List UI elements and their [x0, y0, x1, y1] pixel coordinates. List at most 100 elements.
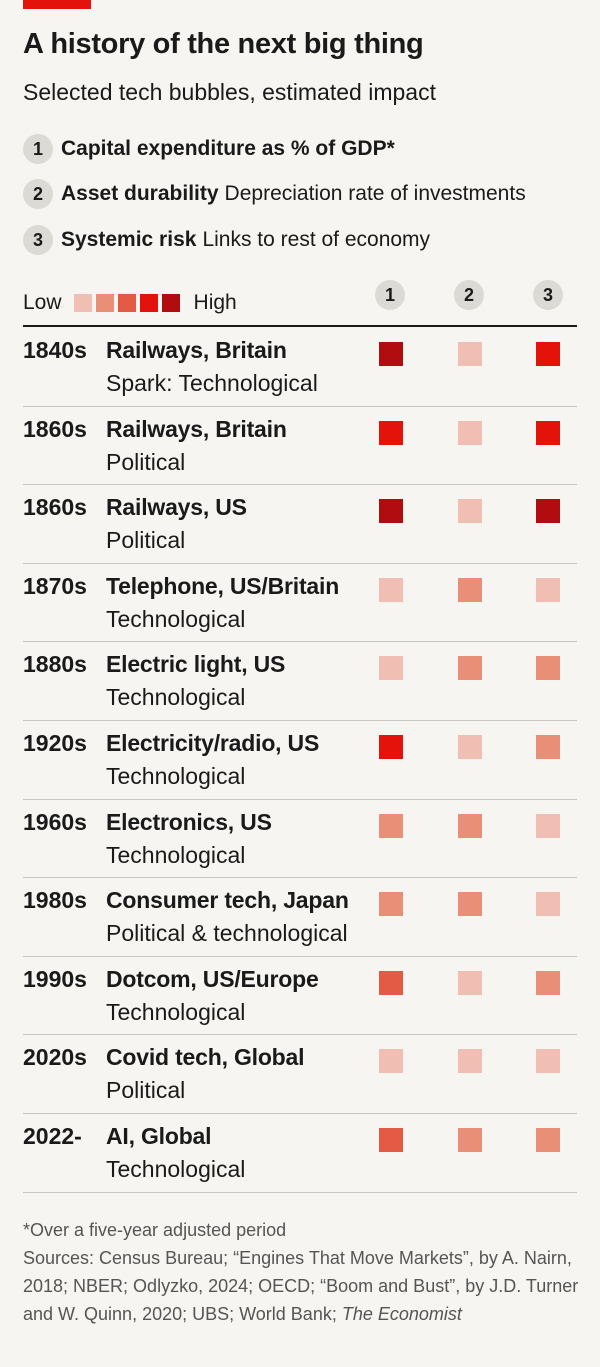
impact-cell-3 [536, 420, 560, 445]
row-divider [23, 877, 577, 879]
table-row: 2020s Covid tech, Global Political [23, 1035, 577, 1114]
row-spark: Technological [106, 684, 246, 711]
scale-swatch-2 [95, 294, 114, 312]
key-label-2: Asset durability [61, 182, 219, 205]
key-item-3: 3 Systemic risk Links to rest of economy [23, 225, 430, 255]
impact-cell-2 [458, 420, 482, 445]
impact-cell-2 [458, 1049, 482, 1074]
impact-cell-3 [536, 577, 560, 602]
row-spark: Technological [106, 1156, 246, 1182]
row-spark: Technological [106, 998, 246, 1025]
row-name: Electricity/radio, US [106, 730, 320, 756]
table-row: 1840s Railways, Britain Spark: Technologic… [23, 328, 577, 407]
footnote: *Over a five-year adjusted period Source… [23, 1216, 583, 1328]
impact-cell-1 [379, 342, 403, 366]
row-divider [23, 798, 577, 800]
impact-cell-3 [536, 892, 560, 917]
key-number-2: 2 [23, 179, 53, 209]
row-year: 1870s [23, 572, 87, 599]
row-year: 1840s [23, 337, 87, 363]
row-spark: Political [106, 448, 186, 475]
row-year: 1980s [23, 887, 87, 914]
impact-cell-1 [379, 735, 403, 759]
footnote-sources: Sources: Census Bureau; “Engines That Mo… [23, 1244, 583, 1328]
scale-low-label: Low [23, 291, 62, 314]
impact-cell-2 [458, 342, 482, 366]
scale-high-label: High [193, 291, 237, 314]
row-year: 2022- [23, 1123, 82, 1149]
column-header-2: 2 [454, 280, 484, 310]
row-year: 1920s [23, 730, 87, 756]
row-year: 1990s [23, 965, 87, 992]
row-spark: Spark: Technological [106, 370, 318, 396]
row-divider [23, 405, 577, 407]
row-divider [23, 562, 577, 564]
scale-swatch-4 [139, 294, 158, 312]
footnote-note: *Over a five-year adjusted period [23, 1220, 287, 1240]
scale-swatch-1 [73, 294, 92, 312]
impact-cell-2 [458, 499, 482, 524]
chart-subtitle: Selected tech bubbles, estimated impact [23, 79, 436, 105]
row-name: Electronics, US [106, 808, 272, 835]
impact-cell-3 [536, 656, 560, 681]
impact-cell-2 [458, 735, 482, 759]
impact-cell-3 [536, 813, 560, 838]
impact-cell-1 [379, 813, 403, 838]
scale-swatch-3 [117, 294, 136, 312]
impact-cell-2 [458, 813, 482, 838]
impact-cell-1 [379, 420, 403, 445]
row-spark: Political & technological [106, 920, 348, 947]
impact-cell-3 [536, 1049, 560, 1074]
impact-cell-3 [536, 342, 560, 366]
impact-cell-2 [458, 1128, 482, 1152]
impact-cell-2 [458, 892, 482, 917]
row-spark: Technological [106, 841, 246, 868]
row-name: Consumer tech, Japan [106, 887, 349, 914]
row-year: 2020s [23, 1044, 87, 1071]
row-spark: Technological [106, 605, 246, 632]
row-name: Railways, Britain [106, 415, 287, 442]
impact-cell-1 [379, 970, 403, 995]
row-name: Railways, Britain [106, 337, 287, 363]
row-divider [23, 641, 577, 643]
impact-cell-3 [536, 499, 560, 524]
impact-cell-1 [379, 499, 403, 524]
table-row: 2022- AI, Global Technological [23, 1114, 577, 1193]
impact-cell-2 [458, 970, 482, 995]
key-desc-2: Depreciation rate of investments [224, 182, 526, 205]
column-header-3: 3 [533, 280, 563, 310]
impact-cell-1 [379, 656, 403, 681]
table-row: 1860s Railways, Britain Political [23, 407, 577, 486]
key-label-1: Capital expenditure as % of GDP* [61, 137, 395, 160]
color-scale-legend: Low High [23, 290, 237, 316]
row-divider [23, 1112, 577, 1114]
impact-cell-3 [536, 970, 560, 995]
impact-cell-3 [536, 735, 560, 759]
brand-red-bar [23, 0, 91, 9]
table-row: 1980s Consumer tech, Japan Political & tec… [23, 878, 577, 957]
scale-swatch-5 [161, 294, 180, 312]
key-item-2: 2 Asset durability Depreciation rate of … [23, 179, 526, 209]
impact-cell-1 [379, 1049, 403, 1074]
row-name: Dotcom, US/Europe [106, 965, 319, 992]
scale-swatches [73, 294, 184, 312]
row-name: Railways, US [106, 494, 247, 521]
row-year: 1960s [23, 808, 87, 835]
row-divider [23, 719, 577, 721]
row-year: 1880s [23, 651, 87, 678]
table-row: 1990s Dotcom, US/Europe Technological [23, 957, 577, 1036]
sources-text: Sources: Census Bureau; “Engines That Mo… [23, 1248, 579, 1324]
sources-italic: The Economist [341, 1304, 462, 1324]
row-year: 1860s [23, 415, 87, 442]
header-rule [23, 325, 577, 327]
impact-cell-1 [379, 577, 403, 602]
column-header-1: 1 [375, 280, 405, 310]
row-name: Electric light, US [106, 651, 286, 678]
table-row: 1920s Electricity/radio, US Technological [23, 721, 577, 800]
table-row: 1860s Railways, US Political [23, 485, 577, 564]
row-divider [23, 484, 577, 486]
row-divider [23, 1191, 577, 1193]
table-row: 1960s Electronics, US Technological [23, 800, 577, 879]
table-row: 1870s Telephone, US/Britain Technological [23, 564, 577, 643]
row-divider [23, 1034, 577, 1036]
